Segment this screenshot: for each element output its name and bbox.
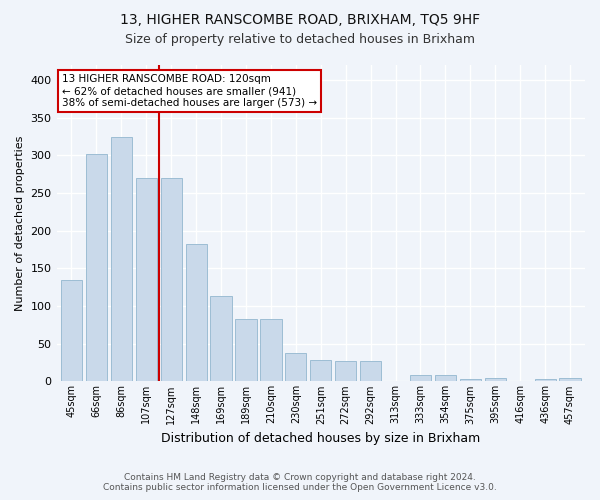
Bar	[111, 136, 132, 382]
Text: 13 HIGHER RANSCOMBE ROAD: 120sqm
← 62% of detached houses are smaller (941)
38% : 13 HIGHER RANSCOMBE ROAD: 120sqm ← 62% o…	[62, 74, 317, 108]
Bar	[310, 360, 331, 382]
Y-axis label: Number of detached properties: Number of detached properties	[15, 136, 25, 311]
Text: 13, HIGHER RANSCOMBE ROAD, BRIXHAM, TQ5 9HF: 13, HIGHER RANSCOMBE ROAD, BRIXHAM, TQ5 …	[120, 12, 480, 26]
Bar	[61, 280, 82, 382]
Bar	[211, 296, 232, 382]
Bar	[460, 379, 481, 382]
Bar	[285, 353, 307, 382]
Bar	[260, 319, 281, 382]
Text: Size of property relative to detached houses in Brixham: Size of property relative to detached ho…	[125, 32, 475, 46]
Bar	[535, 379, 556, 382]
Bar	[559, 378, 581, 382]
Bar	[410, 374, 431, 382]
Bar	[185, 244, 207, 382]
Text: Contains HM Land Registry data © Crown copyright and database right 2024.
Contai: Contains HM Land Registry data © Crown c…	[103, 473, 497, 492]
Bar	[485, 378, 506, 382]
Bar	[136, 178, 157, 382]
X-axis label: Distribution of detached houses by size in Brixham: Distribution of detached houses by size …	[161, 432, 481, 445]
Bar	[360, 361, 381, 382]
Bar	[161, 178, 182, 382]
Bar	[435, 374, 456, 382]
Bar	[335, 361, 356, 382]
Bar	[235, 319, 257, 382]
Bar	[86, 154, 107, 382]
